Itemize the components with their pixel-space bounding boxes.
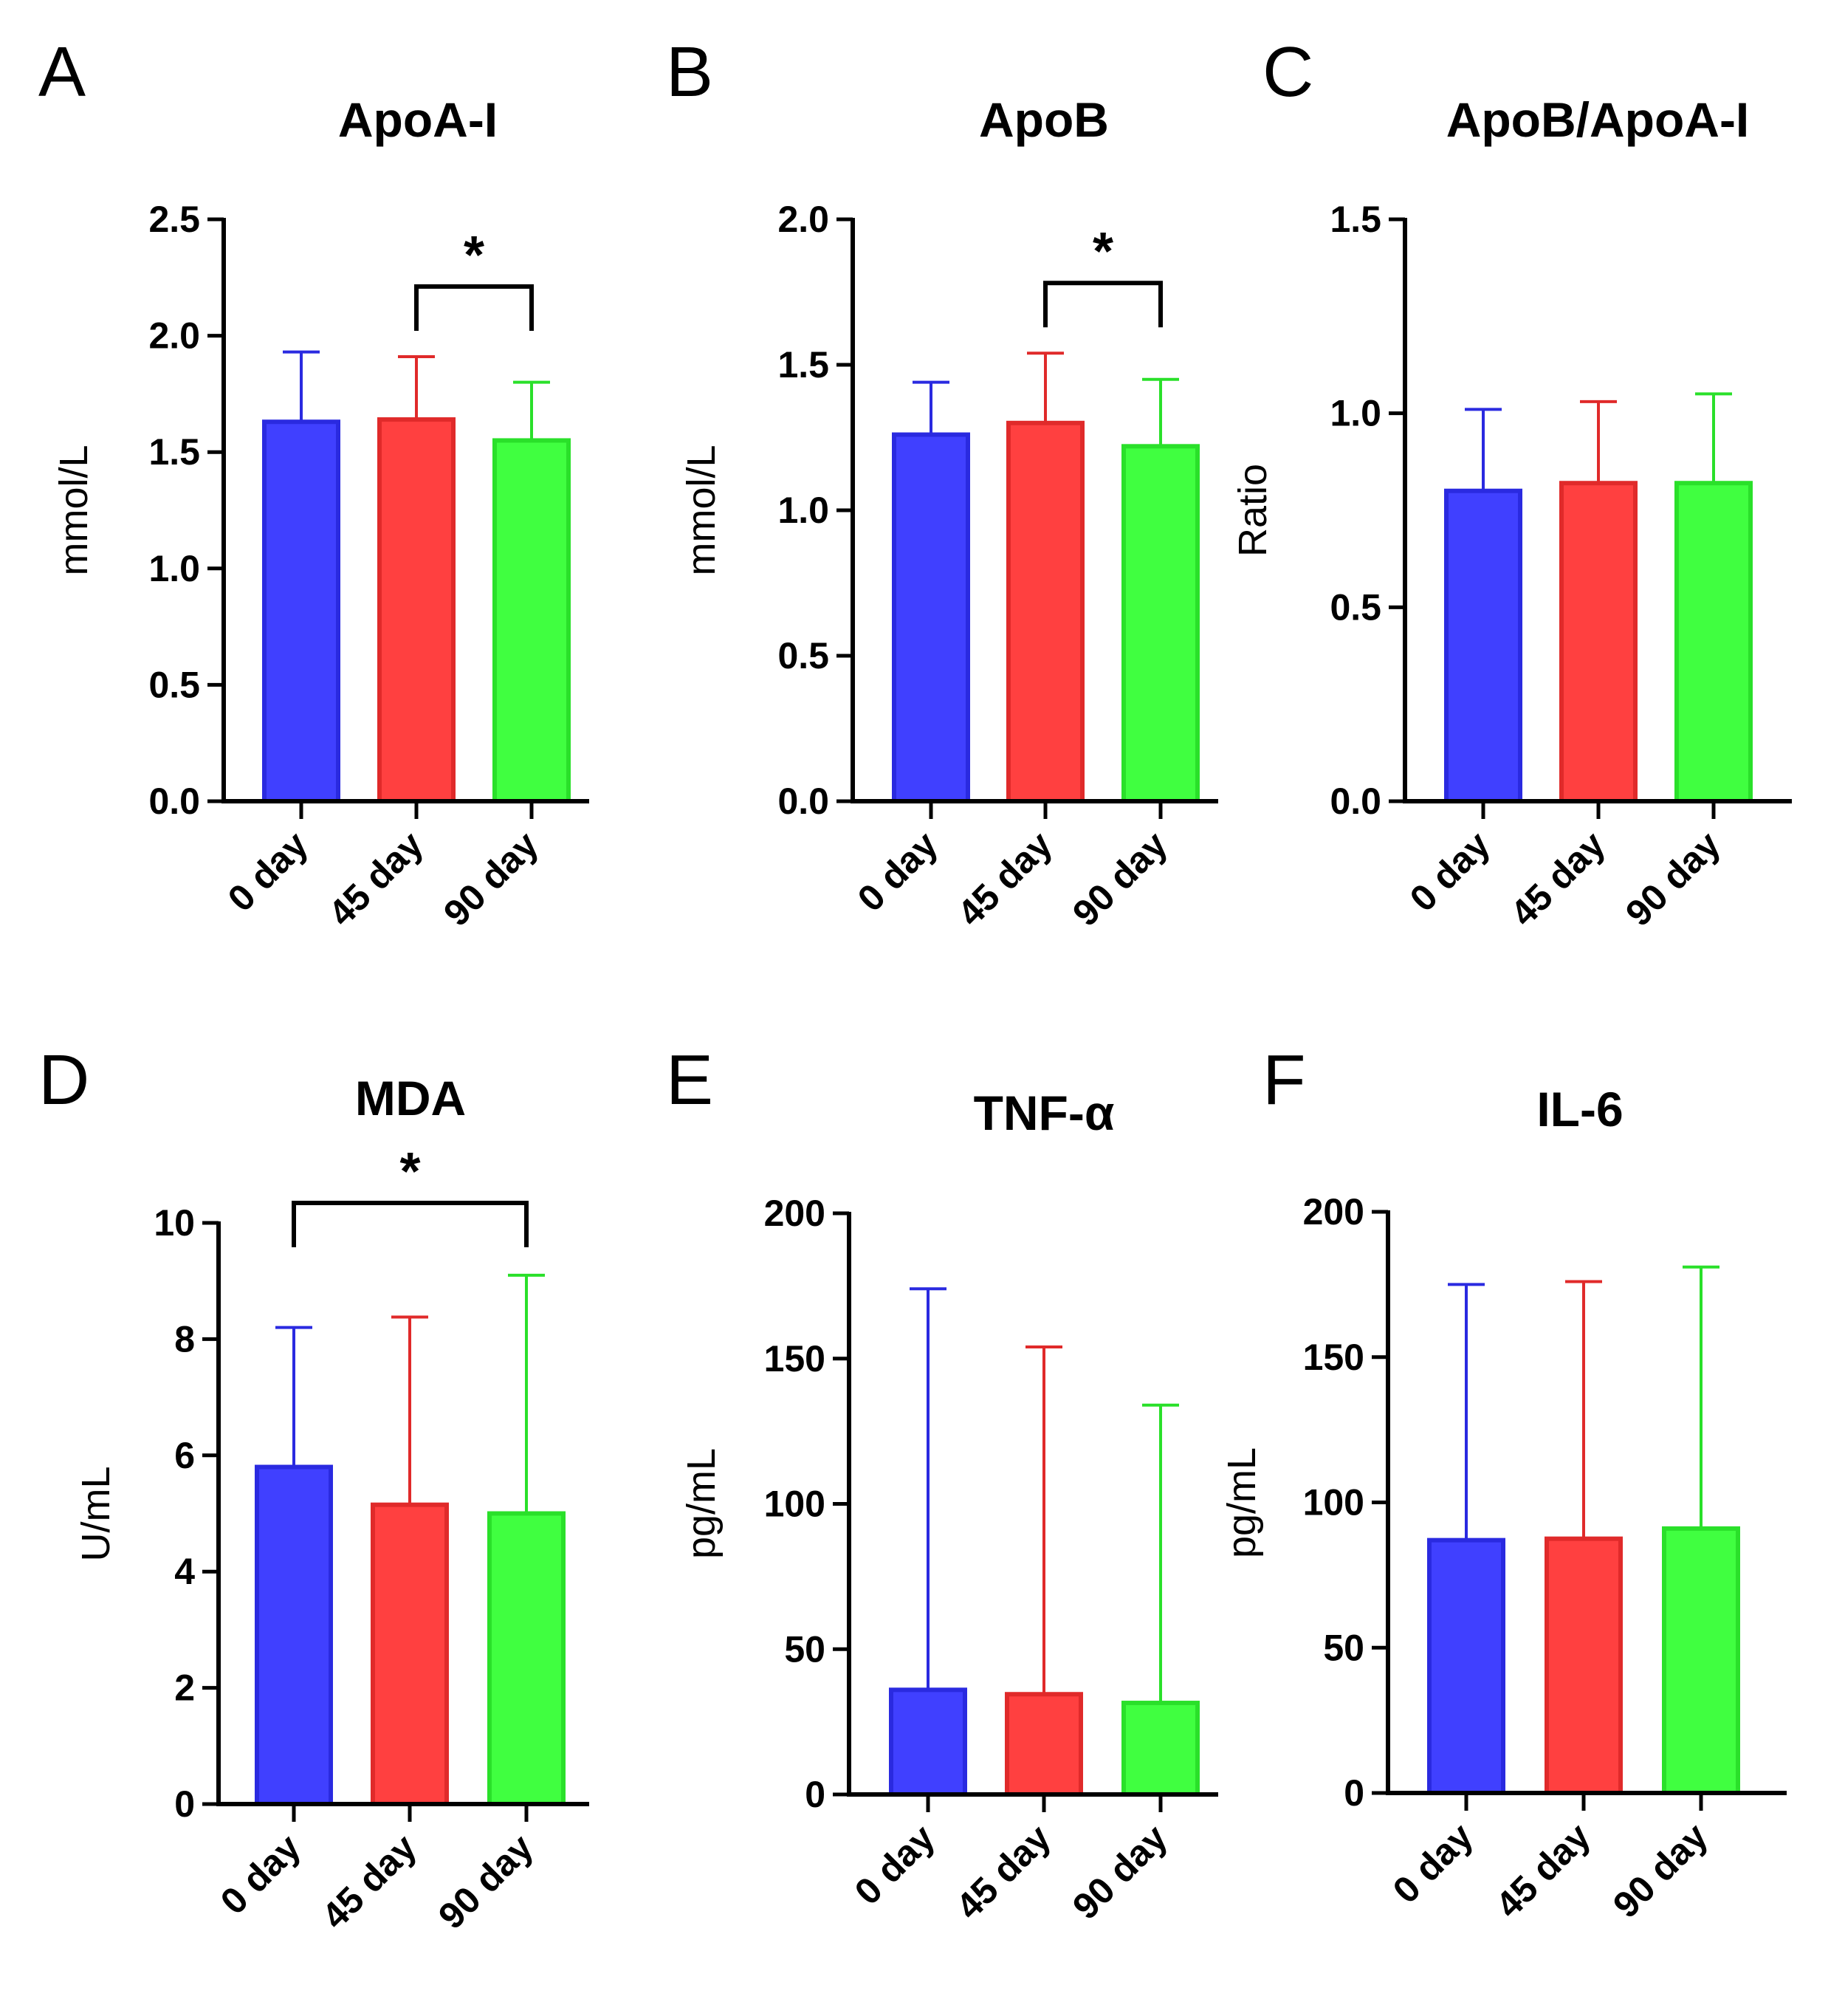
panel-c-title: ApoB/ApoA-I — [1446, 92, 1750, 147]
panel-e-y-tick-label-4: 200 — [764, 1193, 825, 1234]
panel-c-y-tick-label-0: 0.0 — [1330, 781, 1381, 822]
panel-f-x-tick-label-1: 45 day — [1488, 1815, 1598, 1926]
panel-e-y-axis-label: pg/mL — [679, 1448, 724, 1559]
panel-d-bar-0 — [255, 1464, 333, 1807]
panel-d-letter: D — [38, 1040, 89, 1120]
panel-d-bar-2 — [487, 1511, 566, 1806]
panel-f-x-tick-label-2: 90 day — [1605, 1815, 1716, 1926]
panel-a-x-tick-label-1: 45 day — [320, 823, 431, 934]
panel-e-y-tick-label-1: 50 — [784, 1628, 825, 1670]
panel-b-bar-1 — [1006, 420, 1085, 803]
panel-b-significance-bracket-0 — [1043, 281, 1163, 328]
panel-d-x-tick-label-2: 90 day — [430, 1826, 541, 1937]
panel-b-letter: B — [666, 32, 713, 112]
panel-c-y-tick-label-1: 0.5 — [1330, 586, 1381, 628]
panel-a-y-tick-label-3: 1.5 — [148, 431, 200, 473]
panel-f-bar-1 — [1545, 1536, 1623, 1795]
panel-b-y-axis-label: mmol/L — [679, 445, 724, 575]
panel-f-y-tick-label-0: 0 — [1344, 1772, 1364, 1814]
panel-c-x-tick-label-2: 90 day — [1618, 823, 1728, 934]
panel-f-y-tick-label-4: 200 — [1303, 1191, 1364, 1232]
panel-f-title: IL-6 — [1536, 1082, 1623, 1136]
panel-b-bar-2 — [1121, 444, 1200, 803]
panel-e-title: TNF-α — [974, 1086, 1115, 1140]
panel-d-bar-1 — [371, 1502, 449, 1806]
panel-b-y-tick-label-0: 0.0 — [777, 781, 829, 822]
panel-f-y-axis-label: pg/mL — [1220, 1447, 1264, 1558]
panel-a-y-tick-label-4: 2.0 — [148, 315, 200, 357]
panel-c-bar-2 — [1674, 481, 1753, 804]
panel-b-x-tick-label-1: 45 day — [949, 823, 1060, 934]
panel-e-bar-1 — [1005, 1692, 1083, 1797]
panel-c-x-tick-label-0: 0 day — [1402, 823, 1498, 919]
panel-e-bar-0 — [889, 1687, 967, 1797]
panel-f-y-tick-label-2: 100 — [1303, 1482, 1364, 1523]
panel-a-letter: A — [38, 32, 86, 112]
panel-f-bar-2 — [1662, 1526, 1740, 1796]
panel-a-bar-2 — [492, 438, 571, 803]
panel-d-y-tick-label-3: 6 — [174, 1435, 195, 1476]
panel-d-significance-star-0: * — [399, 1142, 420, 1201]
panel-d-y-tick-label-0: 0 — [174, 1783, 195, 1825]
panel-b-title: ApoB — [979, 92, 1109, 147]
panel-e-y-tick-label-2: 100 — [764, 1484, 825, 1525]
panel-c-bar-1 — [1559, 481, 1638, 804]
panel-d-x-tick-label-0: 0 day — [213, 1826, 309, 1922]
panel-e-letter: E — [666, 1040, 713, 1120]
panel-a-y-tick-label-2: 1.0 — [148, 548, 200, 589]
panel-f-letter: F — [1262, 1040, 1306, 1120]
panel-a-bar-1 — [377, 417, 456, 803]
panel-c-x-tick-label-1: 45 day — [1502, 823, 1613, 934]
panel-b-x-tick-label-2: 90 day — [1065, 823, 1175, 934]
panel-d-y-tick-label-2: 4 — [174, 1551, 195, 1592]
panel-d-title: MDA — [355, 1071, 466, 1125]
panel-f-y-tick-label-3: 150 — [1303, 1337, 1364, 1378]
panel-a-x-tick-label-0: 0 day — [220, 823, 316, 919]
panel-e-y-tick-label-3: 150 — [764, 1338, 825, 1379]
panel-d-x-tick-label-1: 45 day — [314, 1826, 425, 1937]
panel-f-bar-0 — [1427, 1537, 1505, 1796]
panel-a-y-axis-label: mmol/L — [52, 445, 96, 575]
panel-e-x-tick-label-2: 90 day — [1065, 1817, 1175, 1927]
panel-c-y-axis-label: Ratio — [1231, 464, 1275, 557]
panel-e-x-tick-label-1: 45 day — [948, 1817, 1059, 1927]
panel-a-y-tick-label-5: 2.5 — [148, 199, 200, 240]
panel-b-y-tick-label-3: 1.5 — [777, 344, 829, 385]
panel-f-x-tick-label-0: 0 day — [1385, 1815, 1481, 1911]
panel-c-letter: C — [1262, 32, 1313, 112]
panel-a-significance-star-0: * — [464, 226, 484, 285]
panel-e-y-tick-label-0: 0 — [805, 1774, 825, 1815]
panel-a-x-tick-label-2: 90 day — [436, 823, 546, 934]
panel-a-y-tick-label-1: 0.5 — [148, 664, 200, 705]
panel-a-title: ApoA-I — [338, 92, 498, 147]
panel-e-bar-2 — [1121, 1701, 1200, 1797]
panel-d-significance-bracket-0 — [292, 1201, 529, 1247]
panel-b-x-tick-label-0: 0 day — [850, 823, 946, 919]
panel-b-y-tick-label-2: 1.0 — [777, 490, 829, 531]
panel-b-y-tick-label-4: 2.0 — [777, 199, 829, 240]
panel-c-bar-0 — [1444, 488, 1522, 803]
panel-a-bar-0 — [262, 419, 340, 803]
panel-f-y-tick-label-1: 50 — [1323, 1627, 1364, 1668]
panel-b-significance-star-0: * — [1093, 222, 1113, 281]
panel-c-y-tick-label-3: 1.5 — [1330, 199, 1381, 240]
panel-c-y-tick-label-2: 1.0 — [1330, 393, 1381, 434]
panel-e-x-tick-label-0: 0 day — [847, 1817, 943, 1913]
panel-a-y-tick-label-0: 0.0 — [148, 781, 200, 822]
panel-d-y-tick-label-4: 8 — [174, 1318, 195, 1360]
panel-d-y-tick-label-5: 10 — [154, 1202, 195, 1244]
panel-b-y-tick-label-1: 0.5 — [777, 635, 829, 676]
panel-d-y-axis-label: U/mL — [74, 1466, 118, 1561]
panel-d-y-tick-label-1: 2 — [174, 1667, 195, 1709]
panel-b-bar-0 — [892, 432, 970, 803]
panel-a-significance-bracket-0 — [414, 284, 534, 331]
